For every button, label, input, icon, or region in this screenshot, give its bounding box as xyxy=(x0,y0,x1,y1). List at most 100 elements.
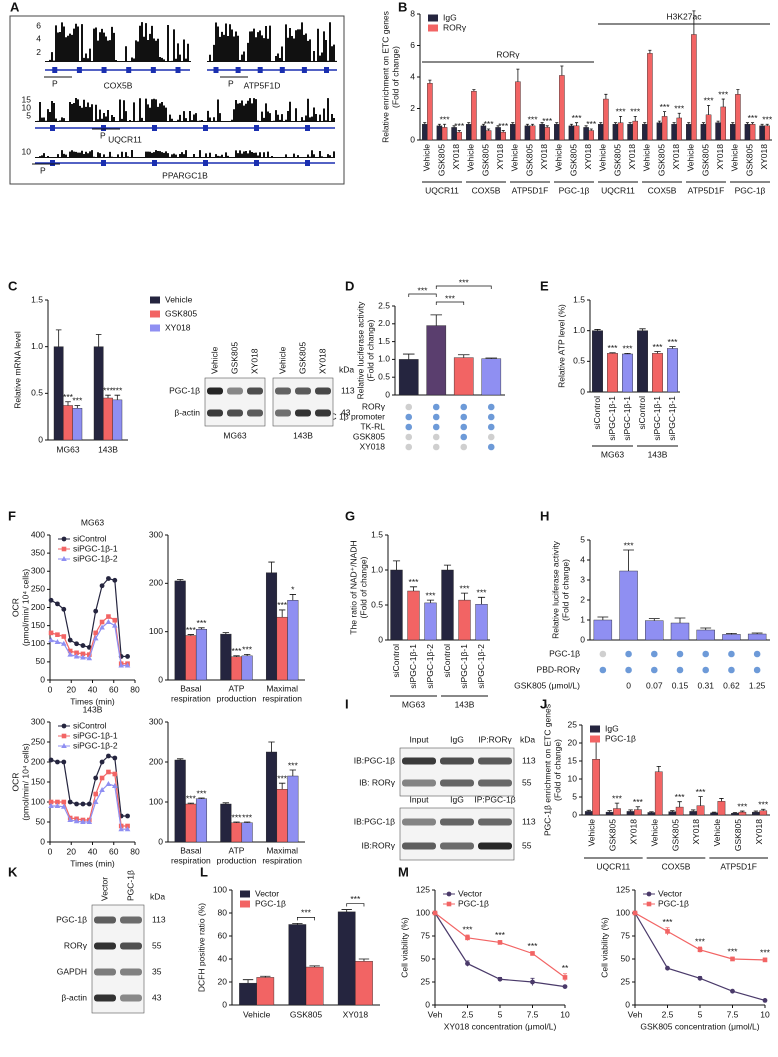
y-tick-label: 0 xyxy=(38,434,43,444)
legend-swatch xyxy=(240,900,250,908)
gene-label: COX5B xyxy=(104,80,133,90)
x-tick-label: Veh xyxy=(428,1009,443,1019)
marker xyxy=(105,619,112,624)
group-label: COX5B xyxy=(662,861,691,871)
significance: *** xyxy=(197,788,208,798)
kda-label: 43 xyxy=(152,992,162,1002)
bar xyxy=(185,803,197,843)
bar xyxy=(744,124,751,141)
band xyxy=(120,968,142,976)
x-tick-label: Vehicle xyxy=(712,819,722,847)
band xyxy=(275,409,291,417)
lane-label: XY018 xyxy=(249,348,259,374)
bar xyxy=(554,124,560,141)
y-tick-label: 125 xyxy=(416,884,430,894)
error-bar xyxy=(753,810,759,813)
group-label: UQCR11 xyxy=(601,185,635,195)
error-bar xyxy=(243,653,251,656)
y-tick-label: 2 xyxy=(410,103,415,113)
marker xyxy=(118,662,124,668)
bar xyxy=(559,75,565,141)
marker xyxy=(93,630,98,636)
error-bar xyxy=(700,627,712,630)
x-tick-label: siControl xyxy=(442,644,452,678)
y-tick-label: 1.0 xyxy=(31,341,43,351)
significance: *** xyxy=(498,121,509,131)
band xyxy=(94,968,116,976)
marker xyxy=(73,653,80,659)
row-label: PGC-1β xyxy=(549,648,580,658)
error-bar xyxy=(74,405,81,409)
error-bar xyxy=(292,922,303,925)
row-label: XY018 xyxy=(359,441,385,451)
bar xyxy=(686,124,692,141)
marker xyxy=(48,803,54,808)
band xyxy=(120,942,142,950)
marker xyxy=(99,787,105,792)
panel-label: D xyxy=(345,278,354,293)
gene-label: PPARGC1B xyxy=(162,170,208,180)
bar xyxy=(689,811,698,816)
bar xyxy=(287,775,299,843)
x-axis-label: GSK805 concentration (μmol/L) xyxy=(640,1021,759,1031)
error-bar xyxy=(654,351,661,354)
exon xyxy=(175,67,181,73)
track-tick: 2 xyxy=(36,47,41,57)
significance: *** xyxy=(633,797,644,807)
error-bar xyxy=(761,808,766,811)
marker xyxy=(646,891,652,897)
y-tick-label: 0 xyxy=(385,389,390,399)
error-bar xyxy=(430,314,443,326)
exon xyxy=(76,67,82,73)
marker xyxy=(61,634,67,639)
band xyxy=(247,409,263,417)
bar xyxy=(759,125,765,141)
bar xyxy=(53,346,64,441)
kda-label: 55 xyxy=(522,777,532,787)
lane-label: Input xyxy=(410,794,430,804)
y-tick-label: 15 xyxy=(568,755,578,765)
x-tick-label: 60 xyxy=(109,684,119,694)
y-tick-label: 0 xyxy=(40,836,45,846)
bar xyxy=(661,116,668,141)
significance: *** xyxy=(242,812,253,822)
exon xyxy=(235,67,241,73)
chart-title: 143B xyxy=(83,704,103,714)
comparison-bracket xyxy=(435,301,465,305)
panel-label: G xyxy=(345,508,355,523)
y-tick-label: 0 xyxy=(158,836,163,846)
error-bar xyxy=(732,812,738,814)
exon xyxy=(203,125,208,131)
bar xyxy=(717,801,726,816)
marker xyxy=(73,818,80,824)
dot xyxy=(460,413,468,421)
dot xyxy=(650,666,658,674)
error-bar xyxy=(243,821,251,823)
error-bar xyxy=(545,125,549,128)
significance: *** xyxy=(624,540,635,550)
row-label: TK-RL xyxy=(360,421,385,431)
bar xyxy=(63,405,73,441)
error-bar xyxy=(65,401,71,406)
band xyxy=(94,994,116,1002)
x-tick-label: 5 xyxy=(498,1009,503,1019)
dot xyxy=(405,443,413,451)
significance: *** xyxy=(762,115,773,125)
x-tick-label: GSK805 xyxy=(612,144,622,176)
error-bar xyxy=(443,564,452,570)
marker xyxy=(61,546,67,552)
y-tick-label: 3 xyxy=(580,574,585,584)
y-axis-label: OCR xyxy=(10,598,20,617)
error-bar xyxy=(672,122,676,125)
coverage xyxy=(35,150,335,158)
error-bar xyxy=(649,811,654,813)
band xyxy=(275,387,291,395)
y-tick-label: 20 xyxy=(218,976,228,986)
bar xyxy=(749,124,756,141)
x-tick-label: 80 xyxy=(130,684,140,694)
x-tick-label: siControl xyxy=(637,396,647,430)
bar xyxy=(700,124,707,141)
dot xyxy=(753,666,761,674)
y-tick-label: 300 xyxy=(31,716,45,726)
gene-label: UQCR11 xyxy=(108,134,142,144)
